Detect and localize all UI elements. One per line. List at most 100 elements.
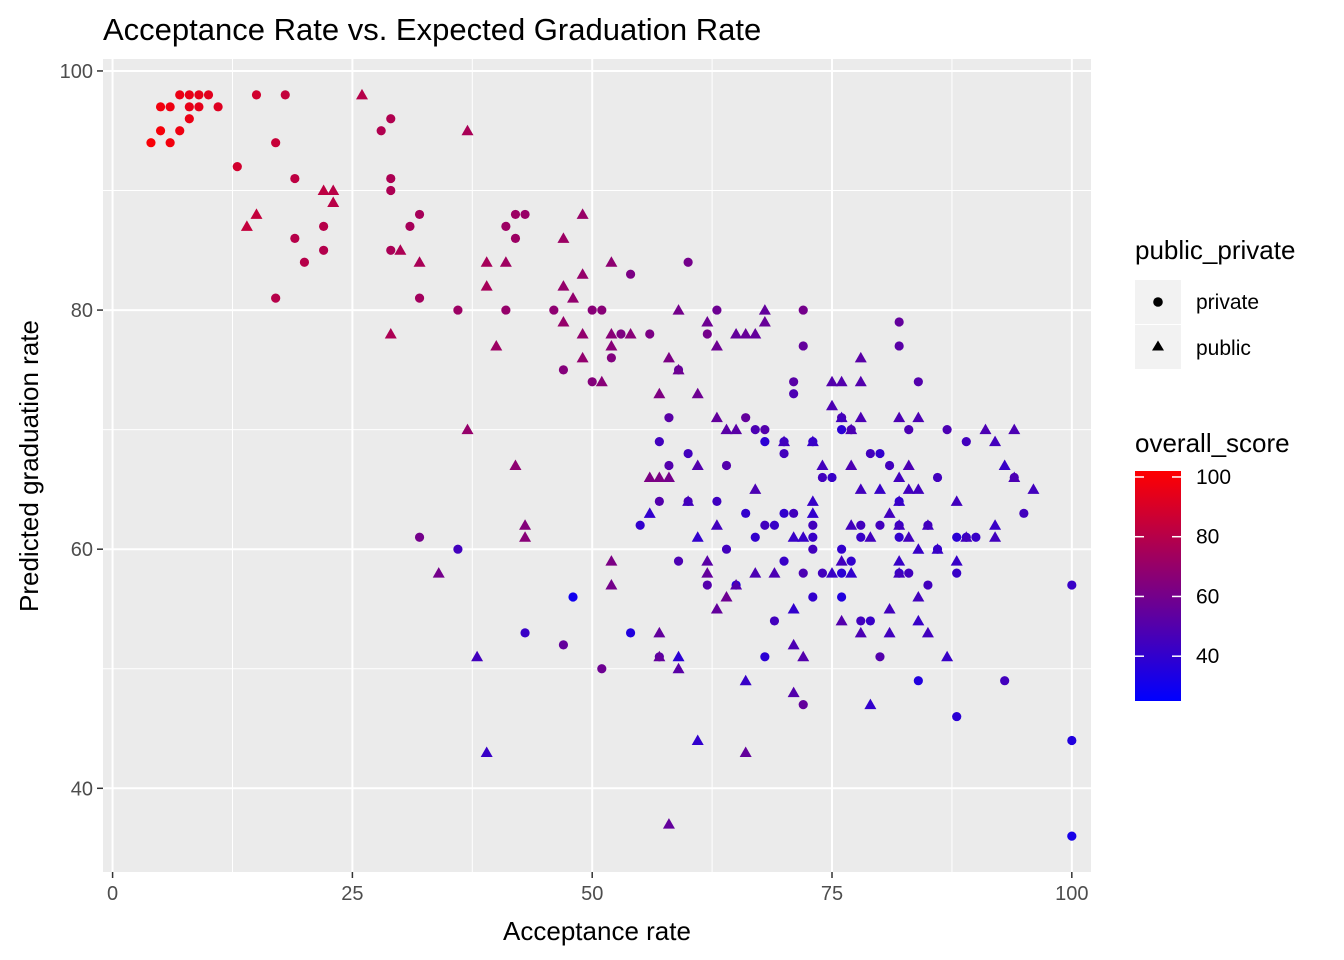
private-point	[271, 293, 281, 303]
private-point	[875, 520, 885, 530]
private-point	[520, 628, 530, 638]
private-point	[597, 305, 607, 315]
private-point	[606, 353, 616, 363]
private-point	[932, 472, 943, 483]
public-point	[1008, 471, 1021, 482]
public-point	[710, 339, 723, 351]
color-legend-tick-label: 80	[1196, 526, 1219, 549]
public-point	[854, 375, 867, 387]
public-point	[605, 256, 618, 267]
private-point	[280, 90, 290, 100]
private-point	[808, 592, 818, 602]
public-point	[730, 423, 743, 435]
public-point	[394, 244, 407, 255]
private-point	[961, 436, 971, 447]
private-point	[155, 126, 166, 136]
public-point	[998, 459, 1011, 470]
public-point	[826, 375, 839, 387]
private-point	[913, 377, 923, 387]
public-point	[739, 674, 752, 686]
public-point	[893, 495, 906, 506]
public-point	[950, 555, 963, 566]
public-point	[605, 555, 618, 566]
private-point	[817, 568, 828, 578]
private-point	[510, 209, 521, 220]
private-point	[165, 102, 175, 112]
private-point	[769, 616, 780, 626]
private-point	[702, 580, 712, 590]
public-point	[557, 232, 570, 243]
private-point	[712, 305, 722, 315]
private-point	[405, 221, 415, 231]
public-point	[691, 387, 704, 399]
public-point	[653, 471, 666, 482]
x-tick-label: 100	[1055, 883, 1088, 905]
private-point	[597, 664, 607, 674]
public-point	[758, 304, 771, 315]
private-point	[798, 305, 808, 315]
private-point	[271, 138, 281, 148]
private-point	[798, 568, 808, 578]
x-tick-label: 50	[581, 883, 603, 905]
shape-legend: public_private private public	[1135, 235, 1295, 369]
public-point	[605, 579, 618, 590]
private-point	[789, 377, 799, 387]
private-point	[1067, 735, 1077, 746]
private-point	[175, 90, 185, 100]
public-point	[787, 531, 800, 542]
private-point	[837, 425, 847, 435]
public-point	[519, 519, 532, 530]
private-point	[741, 508, 751, 518]
public-point	[576, 268, 589, 279]
private-point	[702, 329, 712, 339]
private-point	[1019, 508, 1029, 518]
public-point	[240, 220, 253, 231]
public-point	[883, 507, 896, 518]
public-point	[864, 531, 877, 542]
private-point	[654, 496, 664, 506]
public-point	[912, 411, 925, 423]
public-point	[893, 567, 906, 578]
plot-panel	[103, 59, 1091, 872]
public-point	[576, 327, 589, 339]
private-point	[184, 90, 194, 100]
private-point	[1067, 580, 1077, 590]
private-point	[635, 520, 645, 530]
x-axis-title: Acceptance rate	[503, 916, 691, 946]
private-point	[664, 460, 674, 471]
public-point	[1027, 483, 1040, 494]
private-point	[865, 448, 875, 459]
public-point	[883, 626, 896, 638]
public-point	[845, 423, 858, 435]
public-point	[758, 316, 771, 327]
public-point	[384, 327, 397, 339]
private-point	[856, 616, 866, 626]
public-point	[701, 555, 714, 566]
private-point	[194, 90, 204, 100]
private-point	[414, 209, 425, 220]
public-point	[912, 483, 925, 494]
public-point	[989, 435, 1002, 447]
grid-lines	[103, 59, 1091, 872]
public-point	[701, 567, 714, 578]
private-point	[376, 126, 386, 136]
public-point	[739, 746, 752, 757]
private-point	[741, 413, 751, 423]
private-point	[155, 102, 166, 112]
public-point	[854, 351, 867, 363]
public-point	[960, 531, 973, 542]
color-legend-tick-label: 40	[1196, 645, 1219, 668]
public-point	[691, 734, 704, 745]
private-point	[837, 592, 847, 602]
private-point	[386, 114, 396, 124]
public-point	[835, 375, 848, 387]
shape-legend-label-public: public	[1196, 337, 1251, 360]
private-point	[798, 700, 808, 710]
private-point	[453, 305, 463, 315]
private-point	[414, 532, 425, 542]
private-point	[952, 532, 962, 542]
public-point	[854, 626, 867, 638]
public-point	[826, 399, 839, 411]
public-point	[509, 459, 522, 470]
public-point	[672, 363, 685, 375]
